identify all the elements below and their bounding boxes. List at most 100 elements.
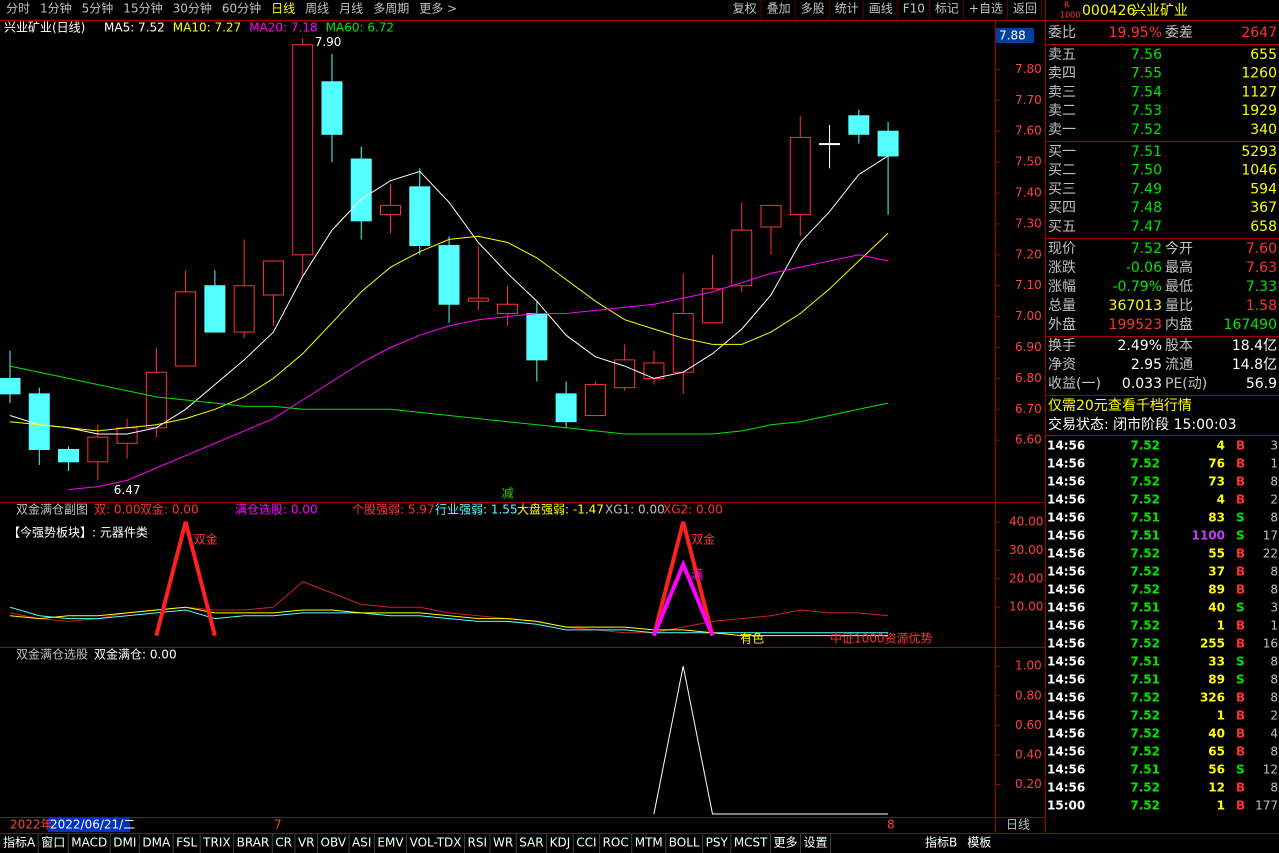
book-label: 卖二 (1048, 103, 1076, 119)
toolbar-button[interactable]: 多股 (801, 2, 825, 16)
trade-time: 14:56 (1047, 745, 1085, 759)
trade-price: 7.52 (1130, 475, 1160, 489)
field-value: 2.49% (1118, 338, 1162, 354)
book-volume: 594 (1250, 181, 1277, 197)
toolbar-button[interactable]: 返回 (1013, 2, 1037, 16)
indicator-tab[interactable]: 窗口 (41, 836, 65, 850)
trade-time: 14:56 (1047, 439, 1085, 453)
indicator-tab[interactable]: OBV (321, 836, 347, 850)
toolbar-button[interactable]: 标记 (935, 2, 959, 16)
indicator-tab[interactable]: KDJ (550, 836, 571, 850)
period-tab[interactable]: 15分钟 (123, 1, 162, 16)
toolbar-button[interactable]: 叠加 (767, 2, 791, 16)
trade-count: 1 (1270, 619, 1278, 633)
book-label: 买三 (1048, 181, 1076, 197)
toolbar-button[interactable]: 统计 (835, 2, 859, 16)
y-tick-label: 6.80 (1015, 371, 1042, 385)
indicator-tab[interactable]: 模板 (967, 836, 991, 850)
indicator-tab[interactable]: FSL (176, 836, 197, 850)
field-value: -0.06 (1126, 260, 1162, 276)
chart-title: 兴业矿业(日线) (4, 21, 85, 35)
period-tab[interactable]: 1分钟 (40, 1, 72, 16)
y-tick-label: 7.10 (1015, 278, 1042, 292)
indicator-tab[interactable]: 指标B (925, 835, 957, 850)
period-tab[interactable]: 周线 (305, 2, 329, 16)
trade-count: 8 (1270, 511, 1278, 525)
indicator-tab[interactable]: BRAR (237, 836, 270, 850)
period-tab[interactable]: 日线 (271, 2, 295, 16)
book-label: 买五 (1048, 219, 1076, 235)
trade-time: 14:56 (1047, 493, 1085, 507)
field-value: 0.033 (1122, 376, 1162, 392)
trade-price: 7.52 (1130, 457, 1160, 471)
candle-body (262, 260, 284, 296)
period-tab[interactable]: 月线 (339, 2, 363, 16)
indicator-tab[interactable]: DMA (142, 836, 171, 850)
y-tick-label: 1.00 (1015, 659, 1042, 673)
indicator-tab[interactable]: ASI (352, 836, 371, 850)
promo[interactable]: 仅需20元查看千档行情 (1048, 398, 1192, 414)
trade-price: 7.52 (1130, 727, 1160, 741)
indicator-tab[interactable]: VR (298, 836, 315, 850)
toolbar-button[interactable]: F10 (903, 2, 925, 16)
indicator-tab[interactable]: CCI (576, 836, 596, 850)
y-tick-label: 7.60 (1015, 124, 1042, 138)
indicator-tab[interactable]: TRIX (202, 836, 230, 850)
indicator-tab[interactable]: RSI (468, 836, 488, 850)
indicator-tab[interactable]: BOLL (669, 836, 700, 850)
indicator-tab[interactable]: MACD (71, 836, 107, 850)
indicator-tab[interactable]: MTM (635, 836, 663, 850)
indicator-tab[interactable]: CR (275, 836, 292, 850)
trade-time: 14:56 (1047, 637, 1085, 651)
ma-line (9, 155, 889, 435)
trade-time: 14:56 (1047, 781, 1085, 795)
trade-side: B (1236, 457, 1245, 471)
trade-side: B (1236, 493, 1245, 507)
book-label: 买二 (1048, 163, 1076, 179)
indicator-tab[interactable]: MCST (734, 836, 768, 850)
indicator-tab[interactable]: WR (493, 836, 513, 850)
indicator-tab[interactable]: EMV (377, 836, 404, 850)
indicator-tab[interactable]: ROC (603, 836, 629, 850)
candle-body (175, 291, 197, 367)
trade-price: 7.52 (1130, 709, 1160, 723)
toolbar-button[interactable]: 复权 (733, 2, 757, 16)
indicator-tab[interactable]: 指标A (3, 835, 36, 850)
select-line (653, 666, 889, 815)
y-tick-label: 7.70 (1015, 93, 1042, 107)
period-tab[interactable]: 5分钟 (82, 1, 114, 16)
indicator-tab[interactable]: VOL-TDX (410, 836, 462, 850)
period-tab[interactable]: 60分钟 (222, 1, 261, 16)
field-label: 今开 (1165, 241, 1193, 257)
indicator-tab[interactable]: 更多 (774, 836, 798, 850)
field-value: 367013 (1109, 298, 1162, 314)
indicator-tab[interactable]: PSY (706, 836, 729, 850)
period-tab[interactable]: 30分钟 (173, 1, 212, 16)
trade-side: B (1236, 475, 1245, 489)
trade-side: B (1236, 619, 1245, 633)
period-tab[interactable]: 分时 (6, 2, 30, 16)
trade-volume: 73 (1208, 475, 1225, 489)
field-value: 167490 (1224, 317, 1277, 333)
candle-body (760, 204, 782, 228)
indicator-tab[interactable]: DMI (113, 836, 136, 850)
y-tick-label: 30.00 (1009, 543, 1043, 557)
indicator-label: 满仓选股: 0.00 (235, 503, 318, 517)
trade-time: 14:56 (1047, 565, 1085, 579)
y-tick-label: 0.20 (1015, 777, 1042, 791)
toolbar-button[interactable]: +自选 (969, 2, 1003, 16)
trade-count: 2 (1270, 709, 1278, 723)
period-tab[interactable]: 更多 > (419, 2, 457, 16)
indicator-tab[interactable]: 设置 (804, 836, 828, 850)
trade-volume: 89 (1208, 673, 1225, 687)
trade-time: 14:56 (1047, 727, 1085, 741)
signal-spike (154, 521, 715, 637)
field-value: 2647 (1241, 25, 1277, 41)
ma-label: MA5: 7.52 (104, 21, 165, 35)
candle-body (526, 313, 548, 361)
indicator-tab[interactable]: SAR (519, 836, 543, 850)
select-title: 双金满仓选股 (16, 647, 88, 662)
candle-body (643, 362, 665, 379)
toolbar-button[interactable]: 画线 (869, 2, 893, 16)
period-tab[interactable]: 多周期 (373, 2, 409, 16)
